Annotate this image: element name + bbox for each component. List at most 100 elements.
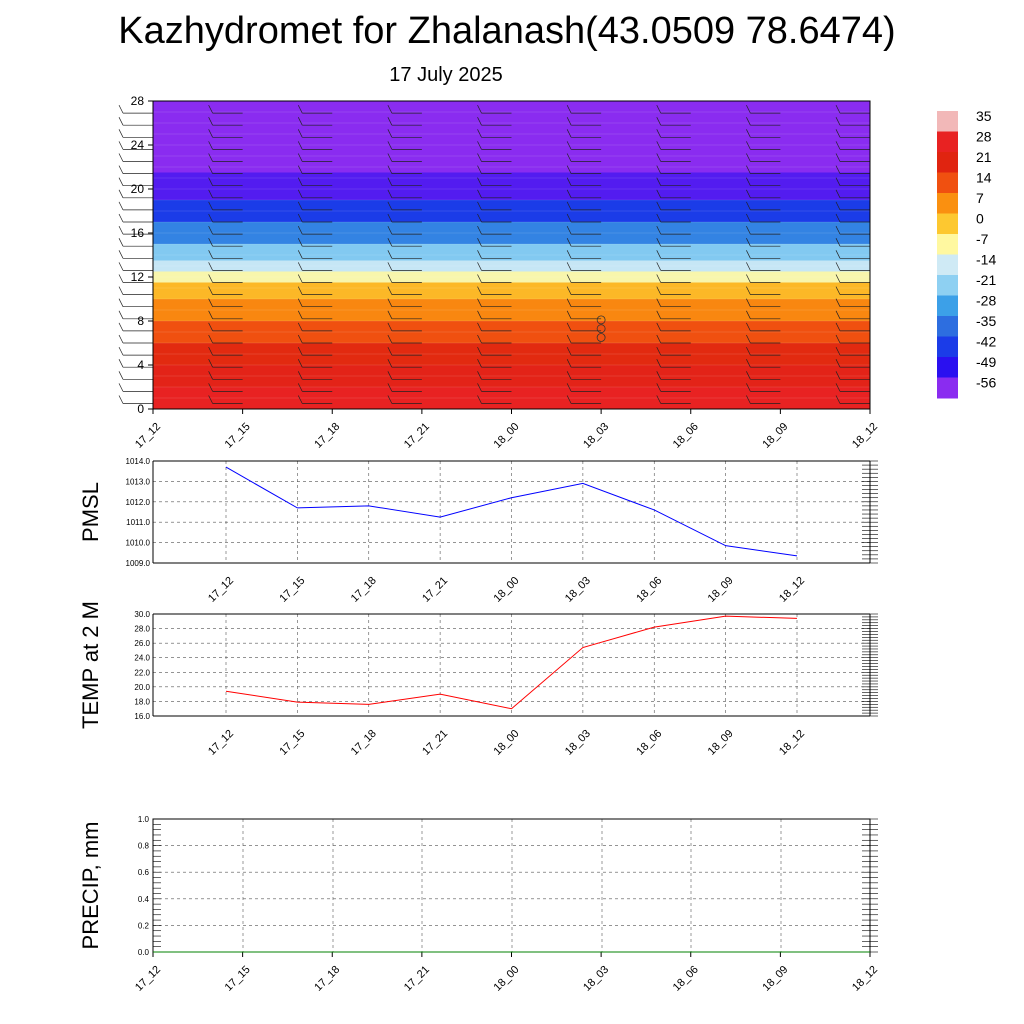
x-tick-label: 17_18 — [312, 964, 342, 994]
wind-barb — [477, 177, 482, 186]
y-tick-label: 28 — [131, 94, 145, 108]
x-tick-label: 17_18 — [349, 575, 379, 605]
colorbar-label: 21 — [976, 149, 992, 165]
wind-barb — [835, 213, 841, 223]
colorbar-label: 0 — [976, 211, 984, 227]
x-tick-label: 18_12 — [777, 575, 807, 605]
calm-wind-marker — [596, 315, 606, 325]
colorbar-swatch — [937, 336, 958, 358]
wind-barb — [656, 238, 662, 247]
y-tick-label: 22.0 — [134, 668, 150, 677]
wind-barb — [835, 274, 841, 283]
colorbar-label: -42 — [976, 334, 996, 350]
wind-barb — [208, 322, 213, 332]
wind-barb — [477, 274, 482, 283]
wind-barb — [566, 298, 572, 307]
y-tick-label: 24.0 — [134, 654, 150, 663]
wind-barb — [566, 359, 572, 368]
wind-barb — [387, 213, 393, 223]
wind-barb — [208, 359, 213, 368]
wind-barb — [746, 334, 751, 344]
wind-barb — [208, 213, 213, 223]
temperature-panel: 16.0 18.0 20.0 22.0 24.0 26.0 28.0 30.0 17_12 17_… — [78, 601, 878, 758]
wind-barb — [656, 177, 662, 186]
wind-barb — [746, 238, 751, 247]
x-tick-label: 17_15 — [277, 575, 307, 605]
wind-barb — [656, 322, 662, 332]
wind-barb — [477, 225, 482, 235]
wind-barb — [297, 286, 303, 295]
wind-barb — [835, 322, 841, 332]
wind-barb — [297, 262, 303, 271]
wind-barb — [477, 346, 482, 356]
x-tick-label: 17_15 — [223, 421, 253, 451]
x-tick-label: 18_00 — [492, 964, 522, 994]
wind-barb — [477, 189, 482, 198]
wind-barb — [835, 346, 841, 356]
wind-barb — [297, 298, 303, 307]
pmsl-panel: 1009.0 1010.0 1011.0 1012.0 1013.0 1014.0 17_1… — [78, 457, 878, 605]
colorbar-swatch — [937, 295, 958, 317]
wind-barb — [566, 383, 572, 392]
wind-barb — [746, 153, 751, 162]
wind-barb — [118, 117, 124, 126]
wind-barb — [566, 129, 572, 138]
x-tick-label: 17_12 — [133, 421, 163, 451]
wind-barb — [297, 153, 303, 162]
wind-barb — [297, 322, 303, 332]
colorbar-label: 14 — [976, 170, 992, 186]
wind-barb — [387, 141, 393, 150]
wind-barb — [387, 104, 393, 114]
temperature-layer — [153, 321, 870, 343]
wind-barb — [118, 213, 124, 223]
wind-barb — [477, 334, 482, 344]
wind-barb — [118, 141, 124, 150]
colorbar-label: -35 — [976, 313, 996, 329]
wind-barb — [387, 395, 393, 404]
x-tick-label: 18_00 — [492, 575, 522, 605]
x-tick-label: 18_09 — [760, 421, 790, 451]
wind-barb — [566, 322, 572, 332]
wind-barb — [208, 189, 213, 198]
y-axis-label: PMSL — [78, 482, 103, 542]
y-tick-label: 0.4 — [138, 895, 150, 904]
wind-barb — [387, 383, 393, 392]
wind-barb — [387, 117, 393, 126]
wind-barb — [208, 383, 213, 392]
x-tick-label: 18_06 — [634, 728, 664, 758]
wind-barb — [566, 371, 572, 380]
wind-barb — [566, 395, 572, 404]
wind-barb — [387, 177, 393, 186]
x-tick-label: 17_15 — [277, 728, 307, 758]
wind-barb — [118, 346, 124, 356]
wind-barb — [477, 201, 482, 211]
wind-barb — [118, 274, 124, 283]
x-tick-label: 18_03 — [563, 728, 593, 758]
y-tick-label: 0.6 — [138, 868, 150, 877]
temperature-layer — [153, 299, 870, 321]
wind-barb — [746, 213, 751, 223]
colorbar-label: -14 — [976, 252, 996, 268]
wind-barb — [477, 238, 482, 247]
wind-barb — [297, 225, 303, 235]
y-tick-label: 24 — [131, 138, 145, 152]
wind-barb — [566, 153, 572, 162]
wind-barb — [297, 346, 303, 356]
wind-barb — [746, 141, 751, 150]
wind-barb — [297, 117, 303, 126]
wind-barb — [118, 334, 124, 344]
wind-barb — [835, 310, 841, 319]
wind-barb — [118, 286, 124, 295]
wind-barb — [208, 262, 213, 271]
temperature-layer — [153, 271, 870, 283]
y-tick-label: 12 — [131, 270, 145, 284]
wind-barb — [746, 225, 751, 235]
series-line — [225, 466, 798, 557]
wind-barb — [566, 201, 572, 211]
wind-barb — [387, 165, 393, 174]
x-tick-label: 18_09 — [706, 728, 736, 758]
wind-barb — [656, 371, 662, 380]
wind-barb — [208, 201, 213, 211]
wind-barb — [656, 165, 662, 174]
wind-barb — [208, 286, 213, 295]
